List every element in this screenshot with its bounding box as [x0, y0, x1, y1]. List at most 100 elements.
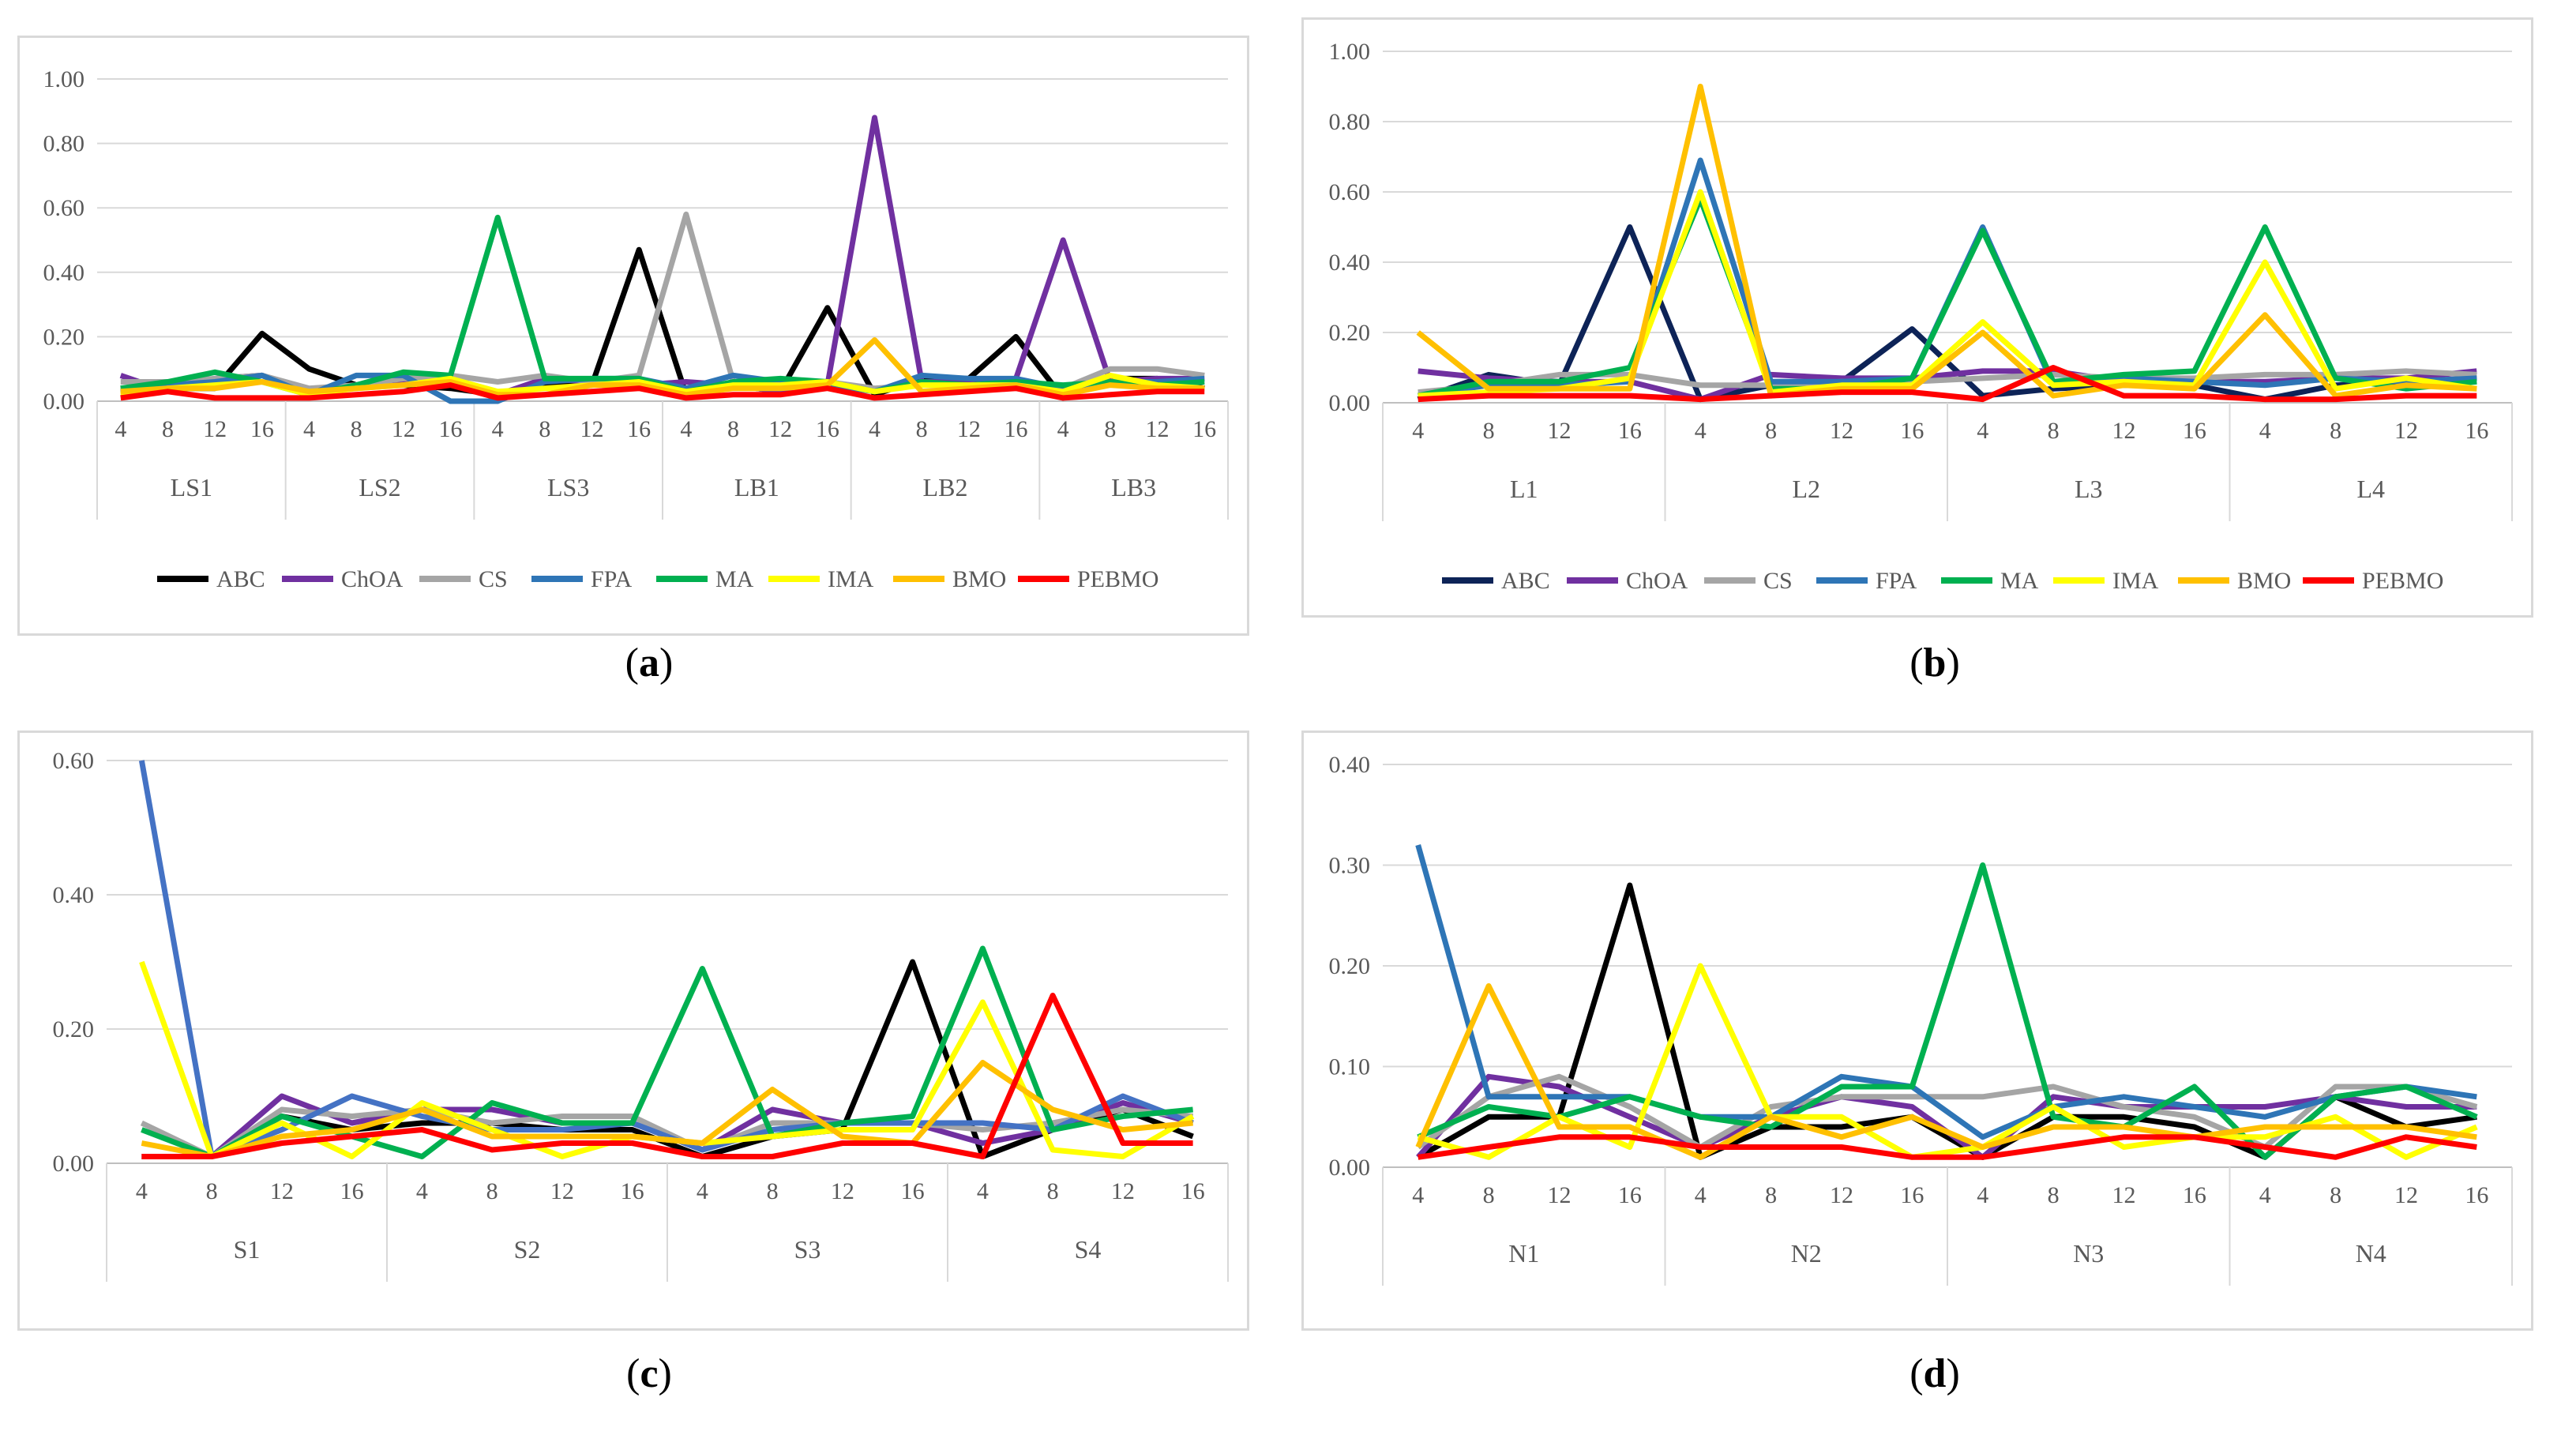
- x-tick-label: 16: [2183, 418, 2206, 444]
- x-tick-label: 16: [439, 416, 463, 442]
- x-tick-label: 16: [816, 416, 839, 442]
- x-tick-label: 8: [206, 1178, 218, 1204]
- legend-label: FPA: [1876, 568, 1917, 594]
- group-label: S1: [234, 1235, 261, 1264]
- y-tick-label: 0.20: [43, 324, 85, 350]
- x-tick-label: 4: [1977, 418, 1988, 444]
- x-tick-label: 12: [2112, 1182, 2135, 1208]
- x-tick-label: 12: [270, 1178, 294, 1204]
- y-tick-label: 0.80: [1329, 109, 1371, 135]
- x-tick-label: 16: [621, 1178, 644, 1204]
- group-label: N2: [1791, 1239, 1822, 1268]
- x-tick-label: 12: [392, 416, 415, 442]
- x-tick-label: 4: [492, 416, 504, 442]
- legend-label: IMA: [828, 566, 874, 592]
- group-label: LB2: [923, 473, 968, 501]
- x-tick-label: 12: [768, 416, 792, 442]
- group-label: LB3: [1111, 473, 1156, 501]
- x-tick-label: 8: [2330, 418, 2341, 444]
- x-tick-label: 12: [1547, 1182, 1571, 1208]
- group-label: S4: [1075, 1235, 1102, 1264]
- y-tick-label: 0.00: [1329, 390, 1371, 416]
- series-line-bmo: [1415, 983, 2477, 1160]
- x-tick-label: 8: [727, 416, 739, 442]
- x-tick-label: 8: [1104, 416, 1116, 442]
- x-tick-label: 4: [697, 1178, 708, 1204]
- chart-panel-a: 0.00 0.20 0.40 0.60 0.80 1.00 4 8 12 16 LS1 4 8 12 16 L…: [17, 36, 1249, 636]
- x-tick-label: 16: [1618, 1182, 1642, 1208]
- y-tick-label: 0.30: [1329, 853, 1371, 879]
- y-tick-label: 0.80: [43, 131, 85, 157]
- group-label: N1: [1508, 1239, 1539, 1268]
- legend-label: ABC: [1501, 568, 1550, 594]
- x-tick-label: 4: [1412, 418, 1424, 444]
- group-label: N4: [2356, 1239, 2386, 1268]
- x-tick-label: 8: [2048, 418, 2060, 444]
- series-line-ma: [141, 945, 1193, 1159]
- chart-panel-d: 0.00 0.10 0.20 0.30 0.40 4 8 12 16 N1 4 8 12 16 N2 4 8 12…: [1301, 731, 2533, 1331]
- group-label: L1: [1510, 475, 1538, 503]
- x-tick-label: 16: [901, 1178, 925, 1204]
- series-line-pebmo: [1418, 1134, 2477, 1160]
- legend-label: IMA: [2112, 568, 2159, 594]
- legend-label: MA: [715, 566, 754, 592]
- series-line-bmo: [1416, 84, 2477, 399]
- x-tick-label: 8: [1483, 1182, 1495, 1208]
- y-tick-label: 0.00: [1329, 1155, 1371, 1181]
- group-label: L3: [2075, 475, 2103, 503]
- x-tick-label: 4: [1695, 418, 1707, 444]
- y-tick-label: 1.00: [1329, 39, 1371, 65]
- group-label: N3: [2073, 1239, 2104, 1268]
- group-label: LS3: [547, 473, 589, 501]
- x-tick-label: 4: [1977, 1182, 1988, 1208]
- x-tick-label: 8: [1483, 418, 1495, 444]
- x-tick-label: 4: [2259, 1182, 2271, 1208]
- y-tick-label: 0.00: [43, 389, 85, 415]
- y-tick-label: 0.00: [53, 1151, 95, 1177]
- y-tick-label: 0.60: [1329, 179, 1371, 205]
- x-tick-label: 16: [250, 416, 274, 442]
- group-label: LS2: [359, 473, 400, 501]
- y-tick-label: 0.60: [43, 195, 85, 221]
- x-tick-label: 16: [1900, 418, 1924, 444]
- x-tick-label: 12: [2394, 1182, 2418, 1208]
- group-label: S2: [514, 1235, 541, 1264]
- x-tick-label: 16: [2465, 1182, 2488, 1208]
- chart-svg-b: 0.00 0.20 0.40 0.60 0.80 1.00 4 8 12 16 L1 4 8 12 16 L2…: [1329, 39, 2513, 594]
- legend-label: CS: [479, 566, 508, 592]
- y-tick-label: 0.20: [1329, 320, 1371, 346]
- legend-label: BMO: [2237, 568, 2291, 594]
- legend-label: CS: [1763, 568, 1793, 594]
- series-line-ima: [1418, 189, 2477, 399]
- caption-d: (d): [1909, 1351, 1960, 1396]
- x-tick-label: 8: [539, 416, 550, 442]
- caption-a: (a): [625, 640, 674, 685]
- legend-label: ChOA: [341, 566, 404, 592]
- x-tick-label: 4: [1412, 1182, 1424, 1208]
- chart-svg-a: 0.00 0.20 0.40 0.60 0.80 1.00 4 8 12 16 LS1 4 8 12 16 L…: [43, 66, 1229, 592]
- x-tick-label: 16: [2465, 418, 2488, 444]
- y-tick-label: 0.20: [53, 1016, 95, 1042]
- legend-label: FPA: [591, 566, 633, 592]
- series-line-cs: [1416, 1073, 2478, 1150]
- x-tick-label: 8: [1765, 418, 1777, 444]
- x-tick-label: 8: [1765, 1182, 1777, 1208]
- x-tick-label: 12: [1146, 416, 1170, 442]
- caption-b: (b): [1909, 640, 1960, 685]
- x-tick-label: 8: [162, 416, 174, 442]
- chart-panel-c: 0.00 0.20 0.40 0.60 4 8 12 16 S1 4 8 12 16 S2 4 8 12 16 S3…: [17, 731, 1249, 1331]
- series-line-abc: [1416, 882, 2477, 1160]
- x-tick-label: 8: [486, 1178, 498, 1204]
- x-tick-label: 4: [416, 1178, 428, 1204]
- x-tick-label: 16: [1181, 1178, 1205, 1204]
- legend-label: ABC: [216, 566, 265, 592]
- chart-svg-c: 0.00 0.20 0.40 0.60 4 8 12 16 S1 4 8 12 16 S2 4 8 12 16 S3…: [53, 748, 1229, 1282]
- series-line-choa: [1416, 1073, 2477, 1160]
- x-tick-label: 12: [580, 416, 604, 442]
- x-tick-label: 4: [2259, 418, 2271, 444]
- x-tick-label: 4: [680, 416, 692, 442]
- legend-label: MA: [2000, 568, 2039, 594]
- chart-svg-d: 0.00 0.10 0.20 0.30 0.40 4 8 12 16 N1 4 8 12 16 N2 4 8 12…: [1329, 752, 2513, 1286]
- legend-label: PEBMO: [2362, 568, 2443, 594]
- y-tick-label: 0.40: [53, 882, 95, 908]
